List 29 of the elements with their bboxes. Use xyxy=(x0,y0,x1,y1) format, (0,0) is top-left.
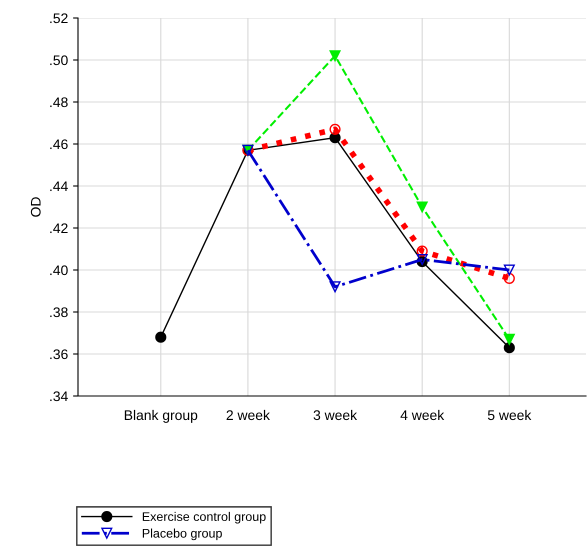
y-tick-label: .44 xyxy=(50,181,68,192)
x-tick-label: 5 week xyxy=(488,410,532,420)
point xyxy=(504,342,515,354)
point xyxy=(329,281,341,292)
x-tick-label: 3 week xyxy=(314,410,358,420)
y-tick-label: .36 xyxy=(50,349,68,360)
y-tick-label: .48 xyxy=(50,97,68,108)
legend-label: Placebo group xyxy=(142,528,222,540)
point xyxy=(329,124,341,135)
point xyxy=(416,254,428,266)
y-axis-title: OD xyxy=(30,197,41,217)
legend-label: Exercise control group xyxy=(142,512,266,524)
x-tick-label: Blank group xyxy=(124,410,198,423)
y-tick-label: .52 xyxy=(50,13,68,24)
x-tick-label: 4 week xyxy=(400,410,444,420)
y-tick-label: .42 xyxy=(50,223,68,234)
point xyxy=(155,332,166,343)
point xyxy=(504,264,515,276)
y-tick-label: .40 xyxy=(50,265,68,276)
y-tick-label: .34 xyxy=(50,391,68,402)
point xyxy=(504,334,515,345)
y-tick-label: .46 xyxy=(50,139,68,150)
y-tick-label: .38 xyxy=(50,307,68,318)
point xyxy=(416,201,428,213)
point xyxy=(504,272,515,284)
point xyxy=(329,50,341,62)
y-tick-label: .50 xyxy=(50,55,68,66)
x-tick-label: 2 week xyxy=(226,410,270,420)
point xyxy=(416,246,428,257)
